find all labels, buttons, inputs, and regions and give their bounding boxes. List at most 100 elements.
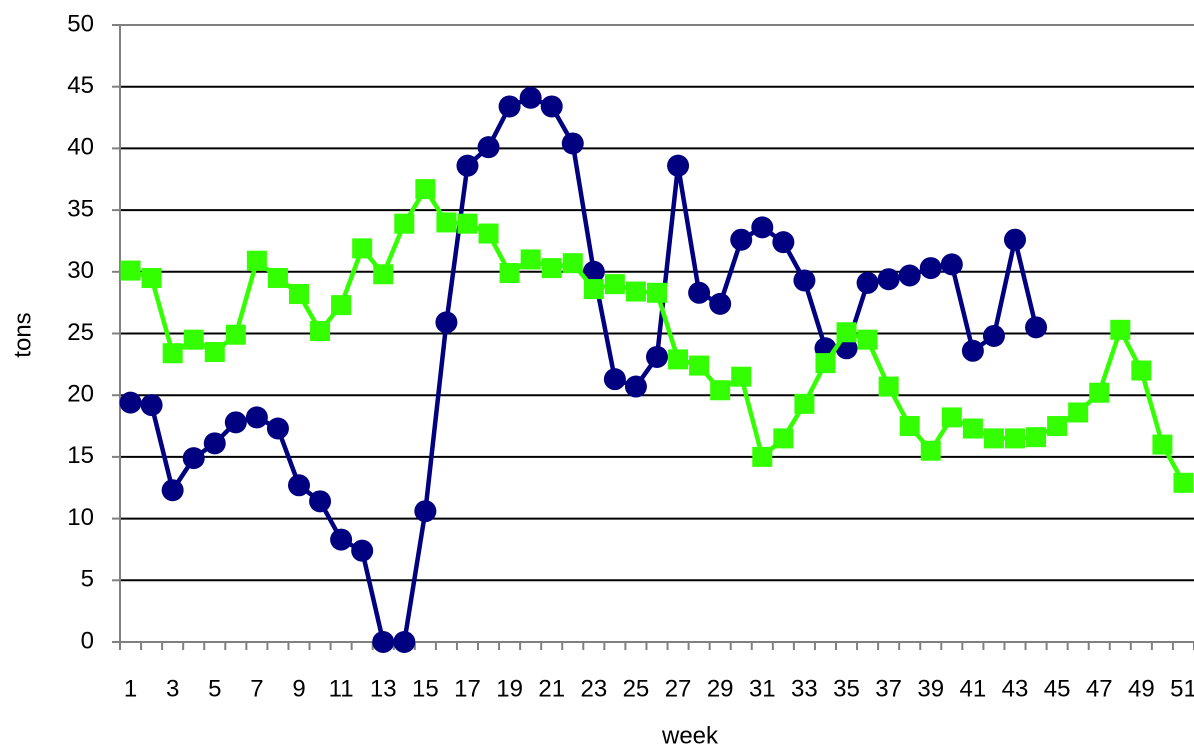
y-tick-label: 45 [67,72,94,99]
x-tick-label: 51 [1170,675,1194,702]
point [646,345,668,368]
point [120,260,141,281]
point [899,416,920,437]
point [878,376,899,397]
point [962,418,983,439]
x-tick-label: 3 [166,675,179,702]
point [752,446,773,467]
y-tick-label: 15 [67,442,94,469]
point [941,407,962,428]
point [773,428,794,449]
point [372,631,395,653]
y-tick-label: 0 [81,627,94,654]
point [289,284,309,305]
point [203,432,226,455]
point [582,260,605,283]
point [183,329,204,350]
point [983,428,1004,449]
point [478,223,499,244]
point [751,216,774,239]
point [647,282,667,303]
y-tick-label: 30 [67,257,94,284]
x-tick-label: 13 [370,675,397,702]
x-tick-label: 49 [1128,675,1155,702]
x-tick-label: 21 [538,675,565,702]
point [877,268,900,291]
point [140,394,163,417]
point [709,292,732,315]
point [415,179,436,200]
y-tick-label: 35 [67,195,94,222]
point [435,311,458,334]
point [730,228,753,251]
x-tick-label: 7 [250,675,263,702]
point [351,539,374,562]
point [731,366,752,387]
y-tick-label: 50 [67,10,94,37]
y-axis-label: tons [9,312,36,357]
point [246,250,267,271]
point [457,213,478,234]
x-tick-label: 37 [875,675,902,702]
x-tick-label: 29 [707,675,734,702]
point [857,329,878,350]
point [961,339,984,362]
point [1025,316,1048,339]
series-line [129,186,1186,484]
point [1089,382,1110,403]
point [1005,428,1025,449]
point [856,271,879,294]
point [920,440,941,461]
point [898,264,921,287]
point [141,267,162,288]
point [182,447,205,470]
point [224,411,247,434]
point [119,391,142,414]
x-tick-label: 17 [454,675,481,702]
point [288,474,310,497]
point [309,490,332,513]
point [330,528,353,551]
x-axis-label: week [661,722,719,746]
point [310,321,331,342]
point [689,355,710,376]
point [161,479,184,502]
point [393,631,416,653]
point [1047,416,1068,437]
point [456,154,479,177]
y-tick-label: 5 [81,566,94,593]
point [624,375,647,398]
point [541,258,562,279]
point [331,295,352,316]
point [520,249,541,270]
point [1004,228,1026,251]
point [668,349,689,370]
point [1173,472,1194,493]
x-tick-label: 15 [412,675,439,702]
point [1110,319,1131,340]
y-tick-label: 25 [67,319,94,346]
point [982,324,1005,347]
point [373,264,394,285]
point [245,406,268,429]
y-tick-label: 40 [67,134,94,161]
point [225,324,246,345]
x-tick-label: 47 [1086,675,1113,702]
point [561,132,584,155]
point [498,95,521,118]
x-tick-label: 33 [791,675,818,702]
x-tick-label: 11 [329,675,354,702]
point [477,136,500,159]
point [772,231,795,254]
point [836,322,857,343]
point [793,269,816,292]
point [815,353,836,374]
point [436,212,457,233]
x-tick-label: 31 [749,675,776,702]
x-tick-label: 41 [960,675,987,702]
point [266,417,289,440]
y-tick-label: 10 [67,504,94,531]
point [688,281,711,304]
point [1068,402,1089,423]
